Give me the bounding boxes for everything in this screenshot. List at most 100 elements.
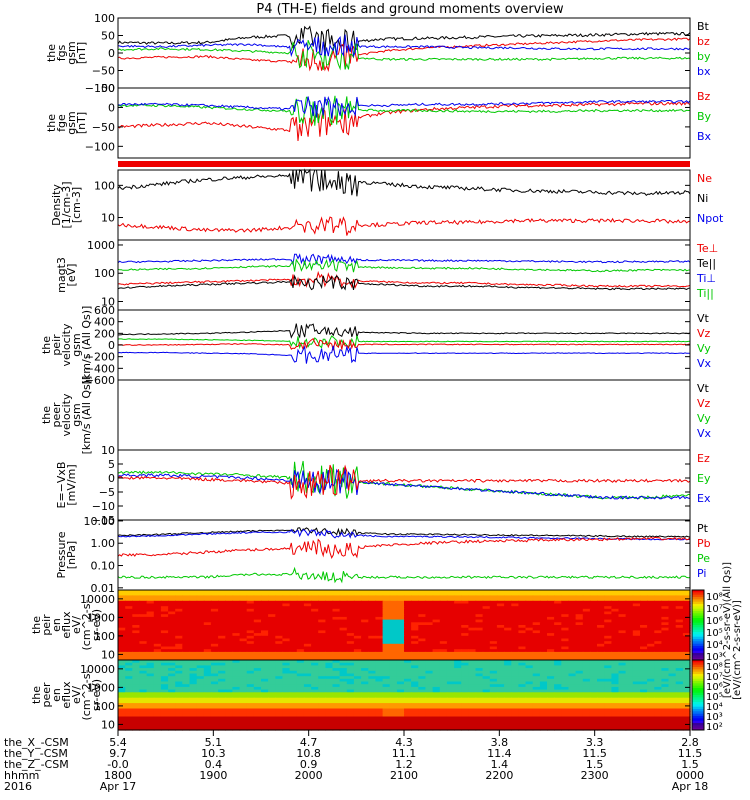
heatmap-cell bbox=[346, 676, 355, 680]
heatmap-cell bbox=[318, 625, 326, 629]
heatmap-cell bbox=[268, 625, 276, 629]
heatmap-cell bbox=[368, 700, 377, 704]
heatmap-cell bbox=[518, 662, 527, 666]
heatmap-cell bbox=[475, 716, 484, 720]
heatmap-cell bbox=[153, 600, 162, 605]
heatmap-cell bbox=[261, 676, 269, 680]
heatmap-cell bbox=[618, 590, 627, 594]
heatmap-cell bbox=[296, 641, 305, 645]
heatmap-cell bbox=[325, 598, 334, 602]
heatmap-cell bbox=[496, 713, 505, 718]
heatmap-cell bbox=[196, 646, 205, 650]
heatmap-cell bbox=[139, 678, 148, 683]
heatmap-cell bbox=[682, 700, 691, 704]
heatmap-cell bbox=[153, 703, 162, 707]
heatmap-cell bbox=[396, 700, 405, 704]
heatmap-cell bbox=[275, 600, 284, 605]
heatmap-cell bbox=[182, 670, 191, 675]
heatmap-cell bbox=[568, 686, 577, 691]
heatmap-cell bbox=[382, 678, 391, 683]
heatmap-cell bbox=[475, 700, 484, 704]
heatmap-cell bbox=[160, 695, 169, 699]
heatmap-cell bbox=[489, 660, 498, 664]
heatmap-cell bbox=[611, 608, 620, 613]
x-tick-label: 1900 bbox=[199, 769, 227, 782]
heatmap-cell bbox=[475, 673, 484, 677]
heatmap-cell bbox=[275, 595, 284, 599]
heatmap-cell bbox=[346, 611, 355, 615]
heatmap-cell bbox=[382, 619, 391, 623]
heatmap-cell bbox=[575, 703, 584, 707]
heatmap-cell bbox=[525, 711, 534, 715]
heatmap-cell bbox=[575, 590, 584, 594]
heatmap-cell bbox=[511, 703, 520, 707]
heatmap-cell bbox=[561, 611, 570, 615]
heatmap-cell bbox=[468, 708, 477, 712]
heatmap-cell bbox=[261, 705, 269, 710]
heatmap-cell bbox=[532, 719, 541, 723]
heatmap-cell bbox=[568, 695, 577, 699]
heatmap-cell bbox=[325, 595, 334, 599]
heatmap-cell bbox=[160, 676, 169, 680]
heatmap-cell bbox=[289, 681, 298, 685]
heatmap-cell bbox=[654, 608, 663, 613]
y-tick-label: 1000 bbox=[87, 681, 115, 694]
heatmap-cell bbox=[661, 598, 670, 602]
y-axis-label: velocity bbox=[60, 323, 73, 366]
heatmap-cell bbox=[661, 611, 670, 615]
heatmap-cell bbox=[153, 633, 162, 637]
heatmap-cell bbox=[275, 697, 284, 701]
heatmap-cell bbox=[404, 703, 412, 707]
heatmap-cell bbox=[432, 678, 441, 683]
heatmap-cell bbox=[275, 724, 284, 728]
heatmap-cell bbox=[547, 633, 555, 637]
heatmap-cell bbox=[361, 606, 369, 610]
heatmap-cell bbox=[296, 727, 305, 731]
heatmap-cell bbox=[146, 657, 155, 661]
heatmap-cell bbox=[604, 676, 612, 680]
heatmap-cell bbox=[232, 600, 241, 605]
heatmap-cell bbox=[439, 670, 448, 675]
heatmap-cell bbox=[432, 635, 441, 640]
heatmap-cell bbox=[125, 598, 133, 602]
heatmap-cell bbox=[261, 590, 269, 594]
heatmap-cell bbox=[189, 681, 198, 685]
y-tick-label: 0 bbox=[108, 101, 115, 114]
heatmap-cell bbox=[547, 600, 555, 605]
heatmap-cell bbox=[382, 600, 391, 605]
heatmap-cell bbox=[411, 700, 419, 704]
heatmap-cell bbox=[532, 654, 541, 658]
heatmap-cell bbox=[625, 630, 634, 634]
heatmap-cell bbox=[389, 716, 398, 720]
heatmap-cell bbox=[446, 635, 455, 640]
heatmap-cell bbox=[275, 651, 284, 656]
heatmap-cell bbox=[368, 708, 377, 712]
heatmap-cell bbox=[289, 635, 298, 640]
heatmap-cell bbox=[282, 606, 291, 610]
colorbar-cell bbox=[692, 611, 704, 614]
heatmap-cell bbox=[404, 651, 412, 656]
heatmap-cell bbox=[661, 711, 670, 715]
heatmap-cell bbox=[489, 635, 498, 640]
heatmap-cell bbox=[353, 641, 362, 645]
heatmap-cell bbox=[504, 678, 512, 683]
heatmap-cell bbox=[668, 724, 677, 728]
heatmap-cell bbox=[261, 721, 269, 726]
heatmap-cell bbox=[439, 660, 448, 664]
heatmap-cell bbox=[439, 619, 448, 623]
heatmap-cell bbox=[261, 670, 269, 675]
colorbar-cell bbox=[692, 657, 704, 661]
heatmap-cell bbox=[225, 681, 234, 685]
heatmap-cell bbox=[196, 684, 205, 688]
heatmap-cell bbox=[511, 697, 520, 701]
heatmap-cell bbox=[196, 705, 205, 710]
heatmap-cell bbox=[539, 697, 548, 701]
heatmap-cell bbox=[425, 590, 434, 594]
heatmap-cell bbox=[218, 638, 226, 642]
heatmap-cell bbox=[239, 673, 248, 677]
heatmap-cell bbox=[525, 646, 534, 650]
heatmap-cell bbox=[539, 662, 548, 666]
y-tick-label: 100 bbox=[94, 630, 115, 643]
heatmap-cell bbox=[189, 684, 198, 688]
heatmap-cell bbox=[182, 684, 191, 688]
